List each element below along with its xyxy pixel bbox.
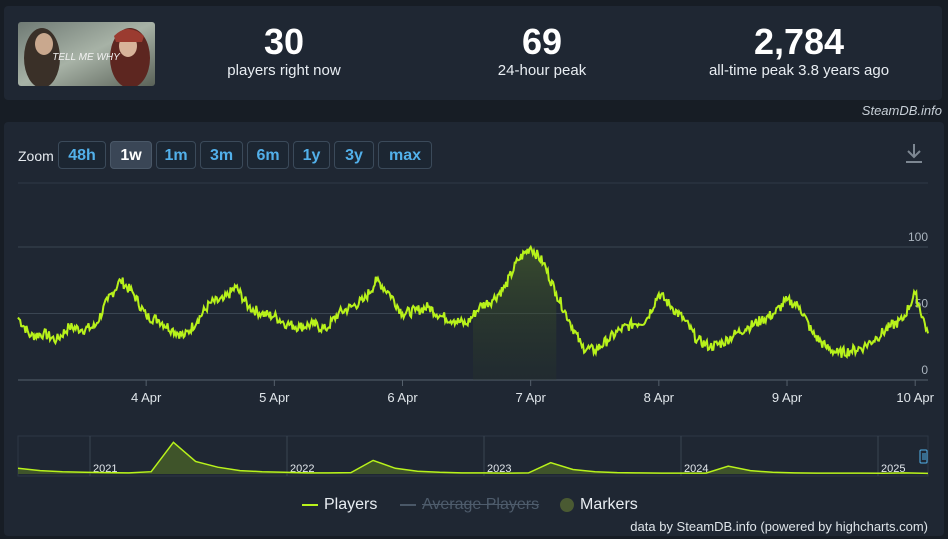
navigator-year-label: 2024 — [684, 463, 708, 475]
game-art-image: TELL ME WHY — [18, 22, 155, 86]
legend-players-label: Players — [324, 496, 378, 513]
x-tick-label: 9 Apr — [772, 390, 803, 405]
download-button[interactable] — [904, 142, 924, 169]
y-tick-label: 50 — [915, 297, 929, 311]
peak-24h-value: 69 — [521, 21, 563, 62]
alltime-peak-stat: 2,784 all-time peak 3.8 years ago — [689, 21, 909, 80]
legend-players-swatch — [302, 503, 318, 506]
stats-bar: TELL ME WHY 30 players right now 69 24-h… — [4, 6, 942, 100]
navigator-year-label: 2025 — [881, 463, 905, 475]
y-tick-label: 100 — [908, 230, 928, 244]
x-tick-label: 10 Apr — [896, 390, 934, 405]
legend-average-label: Average Players — [422, 496, 540, 513]
peak-24h-label: 24-hour peak — [497, 62, 587, 79]
x-axis-labels: 4 Apr 5 Apr 6 Apr 7 Apr 8 Apr 9 Apr 10 Apr — [131, 380, 935, 405]
download-icon — [906, 144, 922, 163]
x-tick-label: 6 Apr — [387, 390, 418, 405]
legend-markers[interactable]: Markers — [560, 496, 638, 514]
navigator-series-line — [17, 441, 929, 475]
x-tick-label: 8 Apr — [644, 390, 675, 405]
zoom-button-6m[interactable]: 6m — [247, 141, 289, 169]
players-series-line[interactable] — [17, 244, 929, 359]
legend-markers-swatch — [560, 497, 574, 512]
legend-markers-label: Markers — [580, 496, 638, 513]
player-count-chart[interactable]: 0 50 100 4 Apr 5 Apr 6 Apr 7 Apr 8 Apr 9 Apr 10 … — [4, 178, 944, 478]
y-tick-label: 0 — [921, 363, 928, 377]
legend-average-players[interactable]: Average Players — [400, 496, 539, 514]
x-tick-label: 7 Apr — [515, 390, 546, 405]
players-area — [473, 247, 557, 380]
navigator-year-label: 2023 — [487, 463, 511, 475]
legend-average-swatch — [400, 503, 416, 506]
zoom-button-1w[interactable]: 1w — [110, 141, 152, 169]
zoom-button-1y[interactable]: 1y — [293, 141, 330, 169]
zoom-button-48h[interactable]: 48h — [58, 141, 106, 169]
navigator-chart[interactable]: 2021 2022 2023 2024 2025 — [4, 434, 944, 478]
legend-players[interactable]: Players — [302, 496, 377, 514]
navigator-grid: 2021 2022 2023 2024 2025 — [89, 436, 905, 476]
x-tick-label: 5 Apr — [259, 390, 290, 405]
players-now-stat: 30 players right now — [204, 21, 364, 80]
alltime-peak-value: 2,784 — [753, 21, 845, 62]
steamdb-credit-link[interactable]: SteamDB.info — [861, 103, 942, 118]
zoom-button-max[interactable]: max — [378, 141, 432, 169]
zoom-button-1m[interactable]: 1m — [156, 141, 196, 169]
x-tick-label: 4 Apr — [131, 390, 162, 405]
svg-text:TELL ME WHY: TELL ME WHY — [52, 52, 121, 63]
chart-panel: Zoom 48h 1w 1m 3m 6m 1y 3y max 0 50 100 4 Apr 5 Ap… — [4, 122, 944, 536]
alltime-peak-label: all-time peak 3.8 years ago — [708, 62, 890, 79]
y-axis-labels: 0 50 100 — [908, 230, 928, 377]
zoom-button-3y[interactable]: 3y — [334, 141, 374, 169]
peak-24h-stat: 69 24-hour peak — [462, 21, 622, 80]
game-thumbnail[interactable]: TELL ME WHY — [18, 22, 155, 86]
players-now-label: players right now — [227, 62, 341, 79]
zoom-button-3m[interactable]: 3m — [200, 141, 243, 169]
players-now-value: 30 — [263, 21, 305, 62]
zoom-label: Zoom — [18, 148, 54, 164]
highcharts-credit-link[interactable]: data by SteamDB.info (powered by highcha… — [630, 519, 928, 534]
